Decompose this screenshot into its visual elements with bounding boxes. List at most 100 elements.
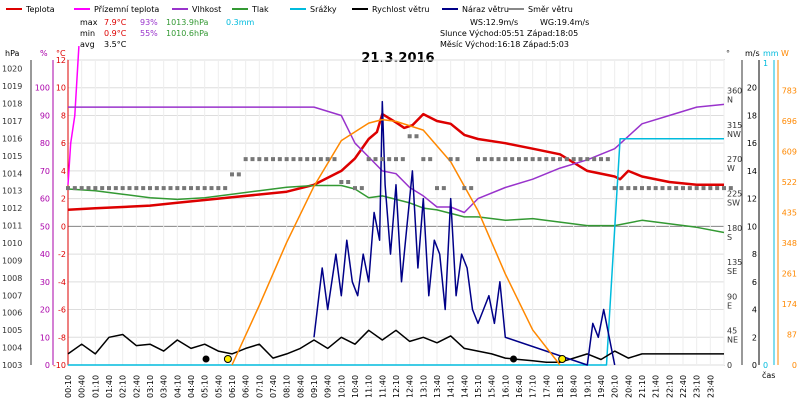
solar-tick: 0	[792, 361, 797, 370]
solar-tick: 261	[782, 270, 797, 279]
direction-point	[243, 157, 248, 162]
direction-point	[701, 186, 706, 191]
direction-point	[394, 157, 398, 162]
legend-wind-speed: Rychlost větru	[372, 5, 429, 14]
legend-apparent-temperature: Přízemní teplota	[94, 5, 159, 14]
direction-point	[209, 186, 214, 191]
wind-tick: 8	[752, 250, 757, 259]
direction-point	[305, 157, 310, 162]
wind-tick: 12	[747, 195, 757, 204]
direction-point	[544, 157, 549, 162]
direction-tick: 225	[727, 189, 742, 198]
direction-point	[619, 186, 624, 191]
svg-text:1010.6hPa: 1010.6hPa	[166, 29, 209, 38]
x-tick-label: 10:40	[351, 375, 360, 398]
direction-point	[687, 186, 692, 191]
x-tick-label: 07:40	[269, 375, 278, 398]
direction-point	[462, 186, 467, 191]
precip-tick: 1	[763, 59, 768, 68]
pressure-tick: 1007	[2, 291, 22, 300]
temperature-tick: 4	[61, 167, 66, 176]
legend-humidity: Vlhkost	[192, 5, 221, 14]
direction-point	[120, 186, 125, 191]
direction-point	[79, 186, 84, 191]
x-tick-label: 08:40	[296, 375, 305, 398]
direction-point	[564, 157, 569, 162]
direction-point	[510, 157, 515, 162]
direction-point	[325, 157, 330, 162]
wind-tick: 6	[752, 278, 757, 287]
solar-tick: 783	[782, 87, 797, 96]
direction-point	[134, 186, 139, 191]
direction-point	[216, 186, 221, 191]
x-tick-label: 19:10	[583, 375, 592, 398]
humidity-tick: 70	[40, 167, 50, 176]
precip-tick: 0	[763, 361, 768, 370]
wind-tick: 20	[747, 84, 757, 93]
series-humidity	[68, 103, 725, 214]
x-tick-label: 05:40	[214, 375, 223, 398]
x-tick-label: 01:10	[91, 375, 100, 398]
direction-point	[646, 186, 651, 191]
direction-tick-label: E	[727, 301, 732, 310]
direction-point	[660, 186, 665, 191]
x-tick-label: 13:40	[433, 375, 442, 398]
direction-point	[653, 186, 658, 191]
x-tick-label: 22:40	[679, 375, 688, 398]
direction-point	[154, 186, 159, 191]
temperature-tick: 0	[61, 222, 66, 231]
direction-point	[421, 157, 426, 162]
x-tick-label: 16:40	[515, 375, 524, 398]
direction-point	[585, 157, 590, 162]
direction-point	[435, 186, 439, 191]
direction-point	[346, 180, 351, 184]
direction-point	[400, 157, 405, 162]
series-wind	[313, 100, 616, 366]
x-tick-label: 17:10	[529, 375, 538, 398]
x-tick-label: 02:40	[132, 375, 141, 398]
x-tick-label: 23:40	[706, 375, 715, 398]
direction-point	[66, 186, 70, 191]
x-tick-label: 20:10	[611, 375, 620, 398]
temperature-tick: -6	[58, 306, 66, 315]
direction-point	[640, 186, 644, 191]
x-tick-label: 10:10	[337, 375, 346, 398]
direction-point	[189, 186, 193, 191]
direction-point	[496, 157, 501, 162]
humidity-tick: 40	[40, 250, 50, 259]
x-tick-label: 23:10	[693, 375, 702, 398]
direction-point	[592, 157, 597, 162]
moonrise-marker	[510, 355, 518, 363]
direction-point	[127, 186, 132, 191]
direction-point	[455, 157, 460, 162]
x-tick-label: 22:10	[665, 375, 674, 398]
direction-tick-label: NW	[727, 130, 741, 139]
x-tick-label: 06:10	[228, 375, 237, 398]
temperature-tick: 10	[56, 84, 66, 93]
svg-text:hPa: hPa	[5, 49, 20, 58]
direction-tick: 0	[727, 361, 732, 370]
direction-point	[551, 157, 556, 162]
pressure-tick: 1010	[2, 239, 22, 248]
direction-point	[476, 157, 480, 162]
direction-point	[380, 157, 385, 162]
direction-tick-label: S	[727, 233, 732, 242]
svg-text:0.9°C: 0.9°C	[104, 29, 127, 38]
svg-text:WG:19.4m/s: WG:19.4m/s	[540, 18, 589, 27]
direction-point	[161, 186, 166, 191]
humidity-tick: 100	[35, 84, 50, 93]
direction-tick: 135	[727, 258, 742, 267]
direction-point	[503, 157, 508, 162]
direction-point	[708, 186, 713, 191]
direction-point	[482, 157, 487, 162]
sunset-marker	[558, 355, 567, 363]
legend-temperature: Teplota	[25, 5, 55, 14]
x-tick-label: 02:10	[119, 375, 128, 398]
series-pressure	[67, 184, 725, 234]
wind-tick: 16	[747, 139, 757, 148]
legend-pressure: Tlak	[251, 5, 269, 14]
x-tick-label: 13:10	[419, 375, 428, 398]
solar-tick: 348	[782, 239, 797, 248]
direction-point	[428, 157, 433, 162]
direction-point	[291, 157, 296, 162]
